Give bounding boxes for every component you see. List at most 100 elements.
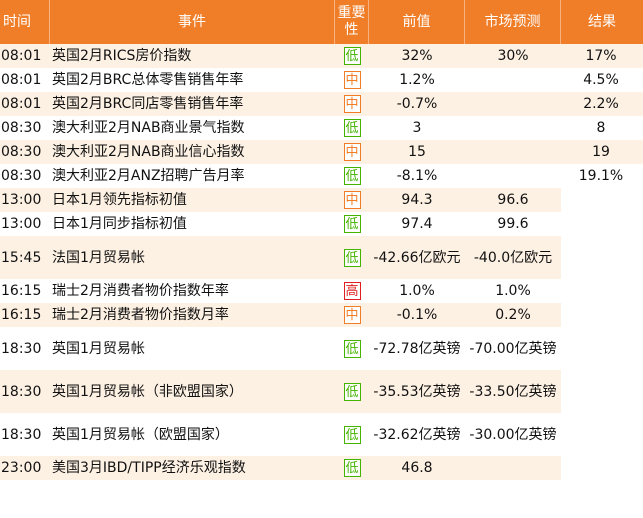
table-row: 18:30 英国1月贸易帐（非欧盟国家） 低 -35.53亿英镑 -33.50亿英镑 [0, 370, 643, 413]
table-body: 08:01 英国2月RICS房价指数低 32% 30% 17% 08:01 英国2月BRC总… [0, 44, 643, 480]
table-row: 08:30 澳大利亚2月NAB商业景气指数低 3 8 [0, 116, 643, 140]
importance-badge: 低 [343, 248, 361, 267]
importance-badge: 低 [343, 339, 361, 358]
row-event: 英国2月RICS房价指数 [50, 44, 335, 68]
row-event: 美国3月IBD/TIPP经济乐观指数 [50, 456, 335, 480]
table-row: 08:30 澳大利亚2月NAB商业信心指数中 15 19 [0, 140, 643, 164]
row-time: 13:00 [0, 188, 50, 212]
row-event: 法国1月贸易帐 [50, 236, 335, 279]
row-forecast [465, 456, 561, 480]
row-previous: -0.7% [369, 92, 465, 116]
row-previous: 1.2% [369, 68, 465, 92]
table-row: 08:01 英国2月RICS房价指数低 32% 30% 17% [0, 44, 643, 68]
row-time: 08:01 [0, 44, 50, 68]
row-event: 英国1月贸易帐 [50, 327, 335, 370]
row-actual [561, 370, 643, 413]
row-previous: -0.1% [369, 303, 465, 327]
row-previous: -32.62亿英镑 [369, 413, 465, 456]
header-importance: 重要性 [335, 0, 369, 44]
header-event: 事件 [50, 0, 335, 44]
row-time: 16:15 [0, 279, 50, 303]
row-importance: 低 [335, 370, 369, 413]
row-previous: 3 [369, 116, 465, 140]
row-event: 英国2月BRC同店零售销售年率 [50, 92, 335, 116]
importance-badge: 低 [343, 459, 361, 477]
importance-badge: 中 [343, 143, 361, 161]
table-row: 08:01 英国2月BRC同店零售销售年率中 -0.7% 2.2% [0, 92, 643, 116]
row-event: 澳大利亚2月NAB商业景气指数 [50, 116, 335, 140]
importance-badge: 中 [343, 71, 361, 89]
row-forecast: -40.0亿欧元 [465, 236, 561, 279]
row-importance: 高 [335, 279, 369, 303]
row-forecast: 30% [465, 44, 561, 68]
row-forecast: 1.0% [465, 279, 561, 303]
row-time: 15:45 [0, 236, 50, 279]
row-importance: 低 [335, 456, 369, 480]
row-actual: 4.5% [561, 68, 643, 92]
row-importance: 低 [335, 236, 369, 279]
row-importance: 中 [335, 68, 369, 92]
row-event: 日本1月领先指标初值 [50, 188, 335, 212]
row-event: 瑞士2月消费者物价指数月率 [50, 303, 335, 327]
row-previous: 1.0% [369, 279, 465, 303]
importance-badge: 中 [343, 95, 361, 113]
row-actual [561, 236, 643, 279]
row-event: 瑞士2月消费者物价指数年率 [50, 279, 335, 303]
table-row: 18:30 英国1月贸易帐低 -72.78亿英镑 -70.00亿英镑 [0, 327, 643, 370]
row-actual [561, 279, 643, 303]
row-forecast [465, 68, 561, 92]
header-actual: 结果 [561, 0, 643, 44]
row-importance: 低 [335, 116, 369, 140]
row-time: 13:00 [0, 212, 50, 236]
header-importance-line2: 性 [344, 22, 359, 38]
row-previous: 97.4 [369, 212, 465, 236]
row-time: 08:30 [0, 140, 50, 164]
row-forecast [465, 116, 561, 140]
row-actual [561, 456, 643, 480]
importance-badge: 高 [343, 282, 361, 300]
row-forecast: -33.50亿英镑 [465, 370, 561, 413]
row-time: 16:15 [0, 303, 50, 327]
row-previous: 46.8 [369, 456, 465, 480]
row-event: 英国1月贸易帐（欧盟国家） [50, 413, 335, 456]
row-actual [561, 188, 643, 212]
row-actual: 2.2% [561, 92, 643, 116]
row-actual: 8 [561, 116, 643, 140]
row-time: 18:30 [0, 413, 50, 456]
row-previous: -8.1% [369, 164, 465, 188]
row-forecast [465, 92, 561, 116]
row-event: 英国2月BRC总体零售销售年率 [50, 68, 335, 92]
table-row: 18:30 英国1月贸易帐（欧盟国家） 低 -32.62亿英镑 -30.00亿英镑 [0, 413, 643, 456]
table-row: 08:01 英国2月BRC总体零售销售年率中 1.2% 4.5% [0, 68, 643, 92]
row-previous: -35.53亿英镑 [369, 370, 465, 413]
row-time: 08:30 [0, 116, 50, 140]
header-previous: 前值 [369, 0, 465, 44]
row-time: 18:30 [0, 327, 50, 370]
row-time: 18:30 [0, 370, 50, 413]
row-actual: 19.1% [561, 164, 643, 188]
row-forecast: -30.00亿英镑 [465, 413, 561, 456]
row-previous: 15 [369, 140, 465, 164]
row-actual [561, 413, 643, 456]
header-forecast: 市场预测 [465, 0, 561, 44]
table-row: 23:00 美国3月IBD/TIPP经济乐观指数低 46.8 [0, 456, 643, 480]
importance-badge: 中 [343, 191, 361, 209]
row-actual: 19 [561, 140, 643, 164]
importance-badge: 低 [343, 382, 361, 401]
row-forecast: 96.6 [465, 188, 561, 212]
header-importance-line1: 重要 [337, 5, 366, 21]
importance-badge: 中 [343, 306, 361, 324]
row-event: 日本1月同步指标初值 [50, 212, 335, 236]
table-row: 15:45 法国1月贸易帐低 -42.66亿欧元 -40.0亿欧元 [0, 236, 643, 279]
row-actual [561, 327, 643, 370]
row-time: 08:01 [0, 68, 50, 92]
row-forecast [465, 164, 561, 188]
importance-badge: 低 [343, 167, 361, 185]
table-row: 13:00 日本1月同步指标初值低 97.4 99.6 [0, 212, 643, 236]
row-actual [561, 303, 643, 327]
importance-badge: 低 [343, 119, 361, 137]
row-previous: -72.78亿英镑 [369, 327, 465, 370]
header-time: 时间 [0, 0, 50, 44]
row-forecast: 0.2% [465, 303, 561, 327]
table-row: 16:15 瑞士2月消费者物价指数年率高 1.0% 1.0% [0, 279, 643, 303]
